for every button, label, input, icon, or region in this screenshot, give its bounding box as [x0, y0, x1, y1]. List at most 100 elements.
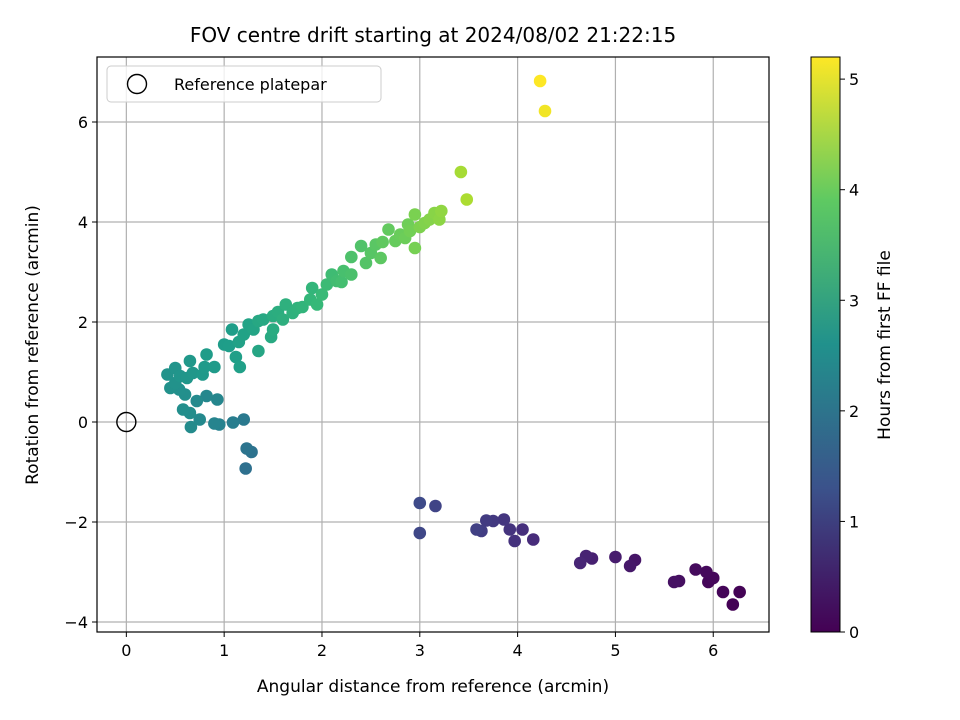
data-point [609, 550, 622, 564]
data-point [573, 556, 587, 570]
plot-frame [96, 56, 770, 633]
data-point [503, 523, 517, 536]
y-axis-ticks: −4 −2 0 2 4 6 [64, 113, 97, 632]
data-point [460, 193, 474, 206]
y-tick-label: 0 [78, 413, 88, 432]
colorbar-ticks: 0 1 2 3 4 5 [840, 70, 859, 642]
data-point [480, 514, 493, 527]
data-point [208, 360, 221, 374]
data-point [733, 585, 746, 599]
colorbar [810, 56, 841, 633]
data-point [526, 533, 540, 546]
data-point [335, 275, 348, 289]
data-point [279, 298, 293, 311]
data-points [161, 74, 746, 611]
data-point [435, 204, 448, 218]
x-tick-label: 3 [415, 641, 425, 660]
data-point [198, 360, 211, 374]
data-point [726, 598, 740, 611]
data-point [176, 403, 190, 416]
data-point [183, 354, 197, 368]
data-point [700, 565, 713, 579]
data-point [256, 313, 270, 326]
y-tick-label: −2 [64, 513, 88, 532]
colorbar-tick-label: 4 [849, 181, 859, 200]
data-point [320, 278, 334, 291]
data-point [252, 344, 265, 358]
colorbar-tick-label: 3 [849, 291, 859, 310]
data-point [716, 585, 730, 599]
legend-reference-marker [126, 73, 148, 95]
data-point [240, 442, 253, 455]
data-point [305, 281, 319, 295]
x-tick-label: 1 [219, 641, 229, 660]
data-point [408, 208, 422, 221]
colorbar-tick-label: 5 [849, 70, 859, 89]
data-point [222, 339, 236, 353]
data-point [208, 417, 221, 430]
data-point [233, 360, 247, 374]
data-point [315, 288, 329, 301]
reference-platepar-marker [116, 411, 137, 433]
data-point [429, 499, 442, 513]
x-tick-label: 6 [708, 641, 718, 660]
chart-title: FOV centre drift starting at 2024/08/02 … [190, 23, 676, 47]
y-tick-label: 4 [78, 213, 88, 232]
data-point [408, 241, 422, 255]
x-tick-label: 0 [121, 641, 131, 660]
colorbar-label: Hours from first FF file [875, 250, 895, 440]
x-axis-ticks: 0 1 2 3 4 5 6 [121, 632, 718, 660]
y-axis-label: Rotation from reference (arcmin) [23, 205, 43, 485]
data-point [516, 523, 529, 536]
data-point [359, 256, 373, 270]
x-axis-label: Angular distance from reference (arcmin) [257, 677, 609, 697]
data-point [354, 239, 368, 253]
data-point [184, 420, 198, 434]
data-point [374, 251, 387, 265]
data-point [211, 393, 224, 406]
legend-entry-reference: Reference platepar [174, 75, 327, 94]
data-point [237, 413, 251, 426]
data-point [276, 313, 290, 326]
y-tick-label: 6 [78, 113, 88, 132]
data-point [193, 413, 207, 426]
data-point [623, 559, 637, 573]
legend-box [106, 65, 382, 103]
colorbar-tick-label: 1 [849, 512, 859, 531]
colorbar-tick-label: 2 [849, 402, 859, 421]
data-point [454, 165, 468, 179]
data-point [508, 534, 521, 548]
data-point [533, 74, 547, 88]
colorbar-tick-label: 0 [849, 623, 859, 642]
data-point [470, 523, 483, 536]
data-point [237, 328, 251, 341]
data-point [200, 389, 213, 403]
legend: Reference platepar [106, 65, 382, 103]
x-tick-label: 5 [610, 641, 620, 660]
data-point [186, 366, 200, 380]
data-point [226, 416, 240, 429]
data-point [266, 323, 280, 336]
x-tick-label: 2 [317, 641, 327, 660]
data-point [538, 104, 552, 118]
y-tick-label: 2 [78, 313, 88, 332]
data-point [239, 462, 252, 475]
data-point [382, 223, 395, 236]
data-point [190, 394, 204, 408]
data-point [345, 268, 358, 281]
data-point [403, 224, 417, 238]
grid [97, 57, 769, 632]
data-point [667, 575, 681, 589]
data-point [376, 235, 389, 249]
data-point [345, 250, 358, 264]
data-point [296, 300, 309, 314]
data-point [497, 513, 511, 526]
reference-marker-layer [116, 411, 137, 433]
data-point [229, 350, 243, 364]
data-point [225, 323, 239, 336]
data-point [413, 526, 427, 540]
data-point [200, 348, 213, 361]
data-point [413, 496, 427, 510]
